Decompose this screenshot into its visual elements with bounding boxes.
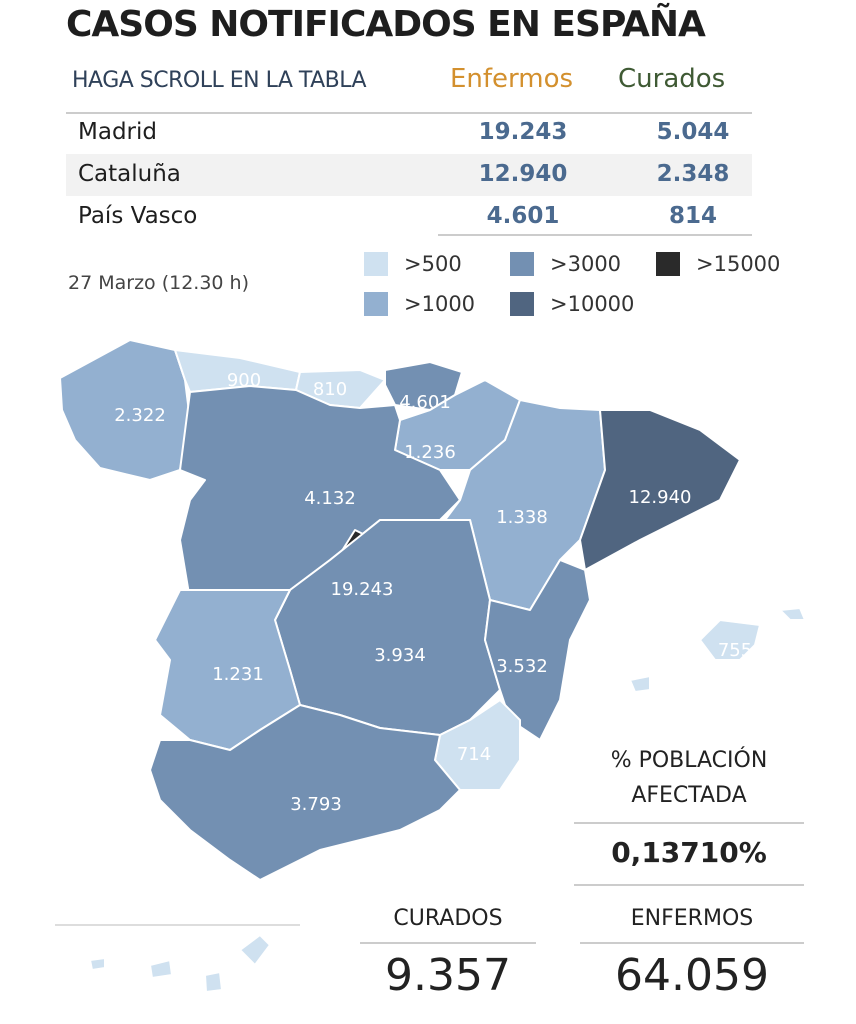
page-title: CASOS NOTIFICADOS EN ESPAÑA <box>66 4 706 45</box>
region-name: Madrid <box>78 119 157 145</box>
table-header-scroll: HAGA SCROLL EN LA TABLA <box>72 68 367 93</box>
update-date: 27 Marzo (12.30 h) <box>68 272 250 294</box>
region-value-label: 3.793 <box>290 794 342 815</box>
enfermos-label: ENFERMOS <box>630 906 754 931</box>
table-row: Cataluña 12.940 2.348 <box>66 154 752 196</box>
legend-item: >3000 <box>510 252 621 276</box>
poblacion-value: 0,13710% <box>611 836 767 869</box>
region-value-label: 755 <box>718 640 752 661</box>
enfermos-value: 4.601 <box>486 203 560 229</box>
region-value-label: 1.236 <box>404 442 456 463</box>
enfermos-total: 64.059 <box>615 950 769 1001</box>
legend-label: >3000 <box>550 252 622 276</box>
region-value-label: 12.940 <box>629 487 692 508</box>
legend-label: >15000 <box>696 252 781 276</box>
region-value-label: 1.231 <box>212 664 264 685</box>
table-divider <box>438 234 752 236</box>
region-canarias[interactable] <box>204 971 223 993</box>
region-canarias[interactable] <box>239 934 271 966</box>
region-catalu-a[interactable] <box>579 409 741 571</box>
region-value-label: 714 <box>457 744 491 765</box>
region-canarias[interactable] <box>89 957 106 971</box>
legend-item: >10000 <box>510 292 634 316</box>
region-value-label: 3.934 <box>374 645 426 666</box>
region-baleares[interactable] <box>779 607 806 621</box>
region-value-label: 19.243 <box>331 579 394 600</box>
poblacion-label: % POBLACIÓN AFECTADA <box>610 748 768 808</box>
region-value-label: 810 <box>313 379 347 400</box>
legend-swatch <box>510 252 534 276</box>
curados-value: 814 <box>668 203 717 229</box>
region-comunidad-valenciana[interactable] <box>484 559 591 741</box>
table-divider <box>66 112 752 114</box>
curados-label: CURADOS <box>393 906 503 931</box>
legend-label: >10000 <box>550 292 635 316</box>
legend-swatch <box>510 292 534 316</box>
enfermos-value: 19.243 <box>478 119 568 145</box>
region-name: País Vasco <box>78 203 198 229</box>
curados-value: 5.044 <box>656 119 730 145</box>
region-value-label: 4.601 <box>399 392 451 413</box>
region-baleares[interactable] <box>629 675 651 693</box>
legend-item: >500 <box>364 252 462 276</box>
region-value-label: 1.338 <box>496 507 548 528</box>
region-canarias[interactable] <box>149 959 173 979</box>
curados-total: 9.357 <box>385 950 511 1001</box>
region-baleares[interactable] <box>699 619 761 661</box>
region-value-label: 2.322 <box>114 405 166 426</box>
region-value-label: 3.532 <box>496 656 548 677</box>
legend-item: >15000 <box>656 252 780 276</box>
region-name: Cataluña <box>78 161 181 187</box>
stat-divider <box>580 942 804 944</box>
table-header-curados: Curados <box>618 64 726 94</box>
table-header-enfermos: Enfermos <box>450 64 574 94</box>
stat-divider <box>574 884 804 886</box>
region-value-label: 900 <box>227 370 261 391</box>
legend-swatch <box>364 292 388 316</box>
legend-label: >1000 <box>404 292 476 316</box>
legend-label: >500 <box>404 252 462 276</box>
curados-value: 2.348 <box>656 161 730 187</box>
stat-divider <box>574 822 804 824</box>
spain-map[interactable]: 2.322 900 810 4.601 1.236 4.132 1.338 12.940 19.… <box>0 320 856 1024</box>
stat-divider <box>360 942 536 944</box>
region-value-label: 4.132 <box>304 488 356 509</box>
table-row: País Vasco 4.601 814 <box>66 196 752 238</box>
enfermos-value: 12.940 <box>478 161 568 187</box>
legend-swatch <box>364 252 388 276</box>
legend-item: >1000 <box>364 292 475 316</box>
table-row: Madrid 19.243 5.044 <box>66 112 752 154</box>
region-castilla-y-le-n[interactable] <box>179 385 461 601</box>
region-andaluc-a[interactable] <box>149 704 461 881</box>
legend-swatch <box>656 252 680 276</box>
